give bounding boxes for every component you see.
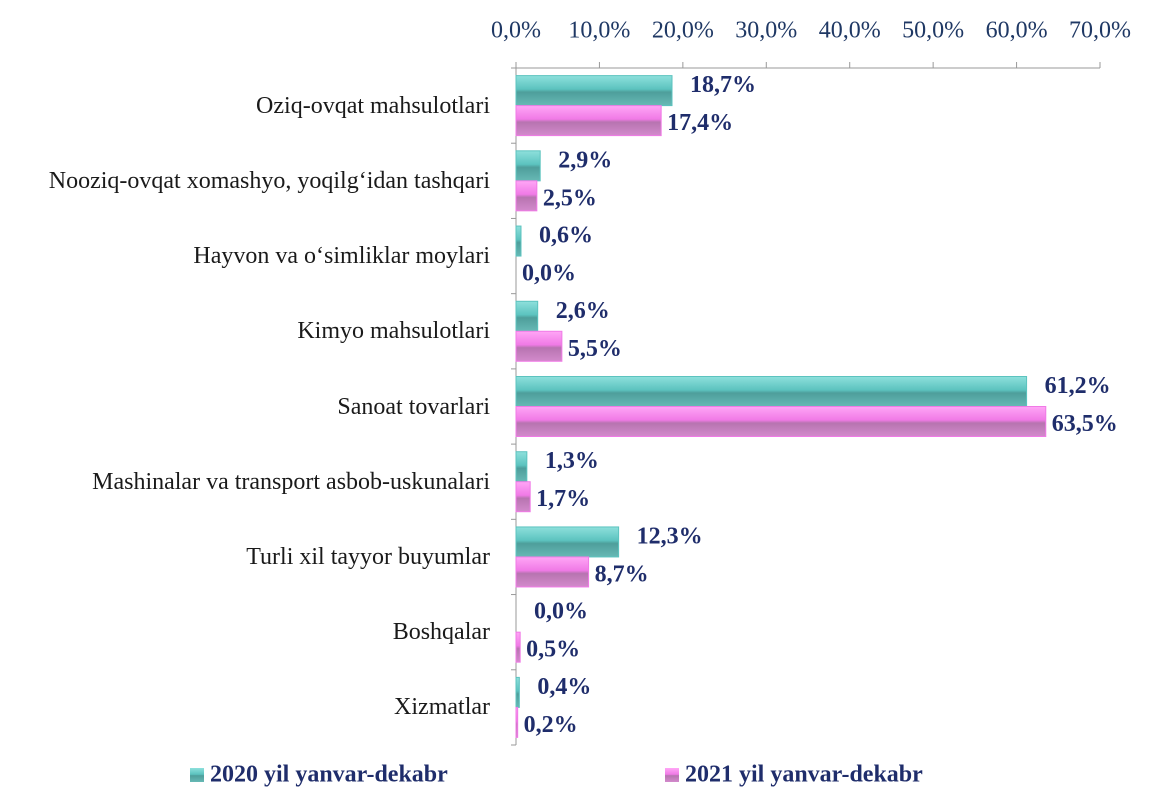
category-label: Oziq-ovqat mahsulotlari	[256, 92, 490, 119]
bar	[515, 406, 1047, 437]
bar	[515, 676, 520, 708]
bar	[515, 451, 528, 483]
bar	[515, 105, 662, 137]
legend-swatch	[665, 768, 679, 782]
bar	[515, 481, 531, 513]
bar	[515, 706, 519, 738]
bar	[515, 526, 620, 558]
category-label: Nooziq-ovqat xomashyo, yoqilg‘idan tashq…	[48, 167, 490, 194]
category-label: Hayvon va o‘simliklar moylari	[193, 243, 490, 270]
value-label: 0,0%	[534, 599, 588, 625]
value-label: 12,3%	[637, 523, 703, 549]
value-label: 2,9%	[558, 147, 612, 173]
category-label: Kimyo mahsulotlari	[297, 318, 490, 345]
category-label: Mashinalar va transport asbob-uskunalari	[92, 468, 490, 495]
value-label: 17,4%	[667, 110, 733, 136]
x-tick-label: 60,0%	[986, 18, 1048, 44]
value-label: 5,5%	[568, 336, 622, 362]
x-tick-label: 20,0%	[652, 18, 714, 44]
category-label: Boshqalar	[392, 619, 490, 646]
value-label: 61,2%	[1045, 373, 1111, 399]
x-tick-label: 30,0%	[735, 18, 797, 44]
legend-label: 2020 yil yanvar-dekabr	[210, 762, 448, 788]
bar	[515, 75, 673, 107]
legend-label: 2021 yil yanvar-dekabr	[685, 762, 923, 788]
category-label: Sanoat tovarlari	[337, 393, 490, 420]
x-tick-label: 70,0%	[1069, 18, 1131, 44]
bar	[515, 330, 563, 362]
category-label: Xizmatlar	[394, 694, 490, 721]
value-label: 63,5%	[1052, 411, 1118, 437]
value-label: 1,3%	[545, 448, 599, 474]
bar	[515, 556, 590, 588]
value-label: 1,7%	[536, 486, 590, 512]
value-label: 18,7%	[690, 72, 756, 98]
bar	[515, 225, 522, 257]
value-label: 2,6%	[556, 298, 610, 324]
bar	[515, 300, 539, 332]
value-label: 0,4%	[537, 674, 591, 700]
x-tick-label: 10,0%	[568, 18, 630, 44]
value-label: 0,6%	[539, 223, 593, 249]
bar	[515, 180, 538, 212]
x-tick-label: 0,0%	[491, 18, 541, 44]
value-label: 0,0%	[522, 261, 576, 287]
x-tick-label: 40,0%	[819, 18, 881, 44]
legend-swatch	[190, 768, 204, 782]
x-tick-label: 50,0%	[902, 18, 964, 44]
category-label: Turli xil tayyor buyumlar	[246, 543, 490, 570]
bar	[515, 150, 541, 182]
value-label: 2,5%	[543, 185, 597, 211]
value-label: 8,7%	[595, 561, 649, 587]
bar	[515, 376, 1028, 407]
value-label: 0,5%	[526, 637, 580, 663]
bar	[515, 631, 521, 663]
value-label: 0,2%	[524, 712, 578, 738]
